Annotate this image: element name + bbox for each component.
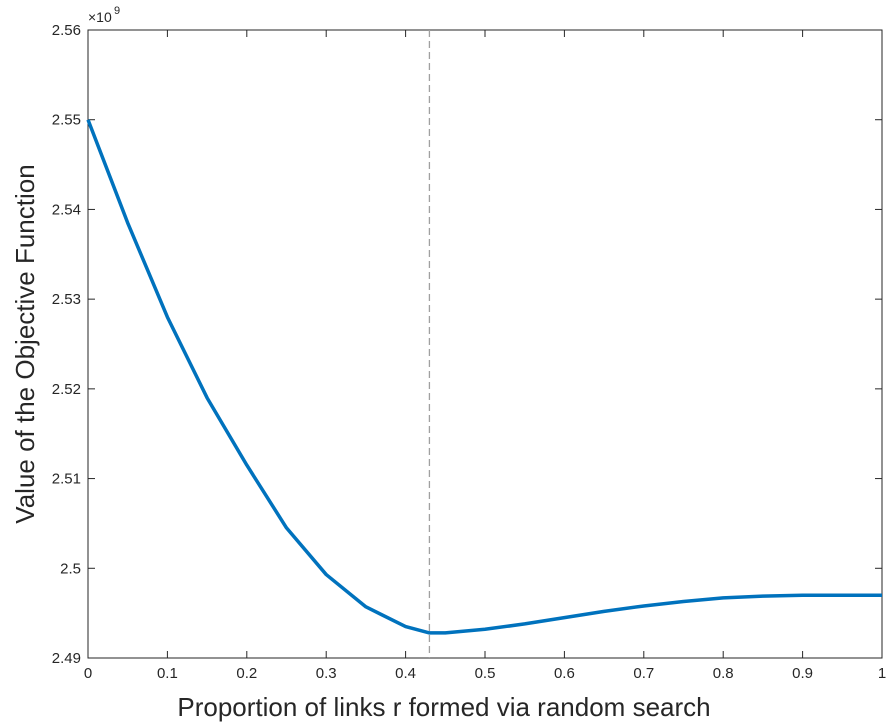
y-scale-base: ×10 (88, 9, 112, 25)
y-tick-label: 2.55 (52, 112, 81, 129)
y-tick-label: 2.5 (60, 560, 81, 577)
x-tick-label: 0.8 (713, 665, 734, 682)
x-axis-label: Proportion of links r formed via random … (177, 692, 710, 722)
x-tick-label: 0.2 (236, 665, 257, 682)
x-tick-label: 0.9 (792, 665, 813, 682)
y-tick-label: 2.53 (52, 291, 81, 308)
x-tick-label: 0 (84, 665, 92, 682)
y-axis-label: Value of the Objective Function (10, 164, 40, 523)
y-tick-label: 2.52 (52, 381, 81, 398)
y-tick-label: 2.51 (52, 471, 81, 488)
y-tick-label: 2.54 (52, 201, 81, 218)
x-tick-label: 0.5 (475, 665, 496, 682)
x-tick-label: 0.4 (395, 665, 416, 682)
x-tick-label: 1 (878, 665, 886, 682)
y-tick-label: 2.49 (52, 650, 81, 667)
plot-area (87, 29, 883, 659)
line-series (86, 119, 882, 635)
y-tick-label: 2.56 (52, 22, 81, 39)
x-tick-label: 0.7 (633, 665, 654, 682)
x-tick-label: 0.3 (316, 665, 337, 682)
x-tick-label: 0.1 (157, 665, 178, 682)
y-scale-power: 9 (114, 5, 120, 17)
x-tick-label: 0.6 (554, 665, 575, 682)
